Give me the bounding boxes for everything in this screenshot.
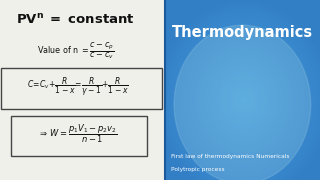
Text: First law of thermodynamics Numericals: First law of thermodynamics Numericals [171, 154, 290, 159]
Text: Polytropic process: Polytropic process [171, 167, 225, 172]
Text: $\bf{PV^n}$ $\bf{=}$ $\bf{constant}$: $\bf{PV^n}$ $\bf{=}$ $\bf{constant}$ [16, 13, 135, 27]
FancyBboxPatch shape [1, 68, 162, 109]
FancyBboxPatch shape [11, 116, 148, 156]
Text: Value of n $=\dfrac{c-c_p}{c-c_v}$: Value of n $=\dfrac{c-c_p}{c-c_v}$ [37, 40, 115, 61]
Text: Thermodynamics: Thermodynamics [172, 25, 313, 40]
Text: $\Rightarrow\, W=\dfrac{p_1V_1-p_2v_2}{n-1}$: $\Rightarrow\, W=\dfrac{p_1V_1-p_2v_2}{n… [37, 123, 117, 145]
Text: $C\!=\!C_v\!+\!\dfrac{R}{1-x}\!=\!\dfrac{R}{\gamma-1}\!+\!\dfrac{R}{1-x}$: $C\!=\!C_v\!+\!\dfrac{R}{1-x}\!=\!\dfrac… [27, 76, 128, 98]
Circle shape [174, 25, 311, 180]
